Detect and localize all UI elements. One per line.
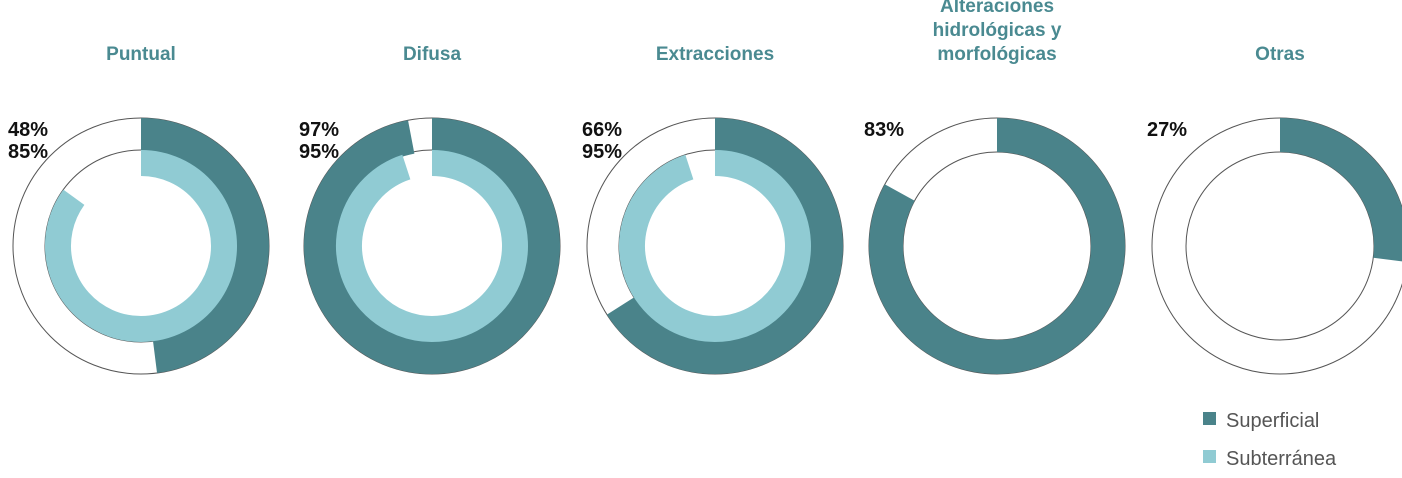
- legend-swatch-0: [1203, 412, 1216, 425]
- legend-label-1: Subterránea: [1226, 448, 1337, 470]
- arc-superficial: [304, 118, 561, 374]
- legend-swatch-1: [1203, 450, 1216, 463]
- chart-title-3-1: hidrológicas y: [933, 20, 1062, 41]
- arc-superficial: [869, 118, 1125, 374]
- arc-subterranea: [336, 150, 528, 342]
- label-subterranea: 85%: [8, 141, 48, 163]
- label-superficial: 83%: [864, 119, 904, 141]
- arc-subterranea: [619, 150, 811, 342]
- arc-subterranea: [45, 150, 237, 342]
- label-subterranea: 95%: [299, 141, 339, 163]
- chart-title-4-0: Otras: [1255, 44, 1305, 65]
- legend-label-0: Superficial: [1226, 410, 1319, 432]
- guide-circle-inner: [902, 151, 1092, 341]
- label-superficial: 66%: [582, 119, 622, 141]
- guide-circle-inner: [1185, 151, 1375, 341]
- chart-title-0-0: Puntual: [106, 44, 176, 65]
- chart-title-3-2: morfológicas: [937, 44, 1056, 65]
- guide-circle-outer: [12, 117, 270, 375]
- arc-superficial: [606, 118, 843, 374]
- chart-title-3-0: Alteraciones: [940, 0, 1054, 17]
- label-superficial: 97%: [299, 119, 339, 141]
- chart-title-1-0: Difusa: [403, 44, 462, 65]
- chart-title-2-0: Extracciones: [656, 44, 774, 65]
- arc-superficial: [140, 118, 269, 373]
- arc-superficial: [1279, 118, 1402, 262]
- guide-circle-outer: [1151, 117, 1402, 375]
- label-superficial: 48%: [8, 119, 48, 141]
- label-superficial: 27%: [1147, 119, 1187, 141]
- label-subterranea: 95%: [582, 141, 622, 163]
